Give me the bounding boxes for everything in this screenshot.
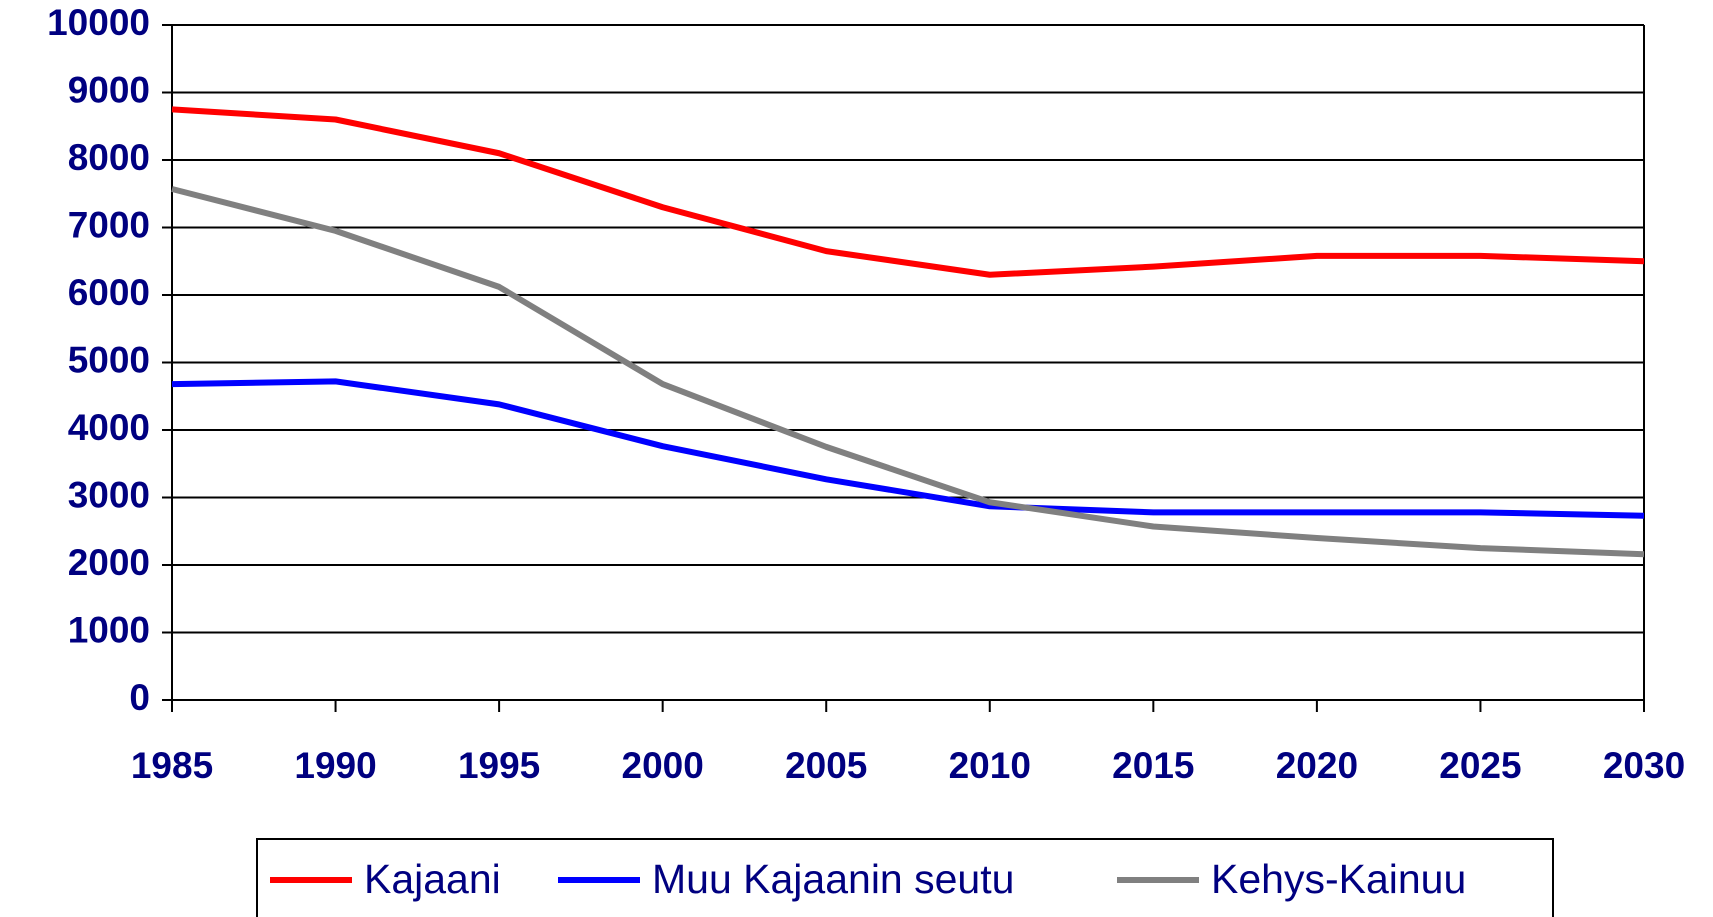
x-tick-label: 2005	[785, 745, 867, 786]
y-tick-label: 3000	[68, 474, 150, 515]
legend-label: Kajaani	[364, 856, 501, 902]
y-tick-label: 5000	[68, 339, 150, 380]
y-tick-label: 7000	[68, 204, 150, 245]
y-tick-label: 6000	[68, 272, 150, 313]
x-tick-label: 1995	[458, 745, 540, 786]
series-line	[171, 186, 1645, 558]
x-tick-label: 1990	[294, 745, 376, 786]
series-line	[171, 106, 1645, 278]
legend-label: Muu Kajaanin seutu	[652, 856, 1014, 902]
y-tick-label: 0	[129, 677, 150, 718]
y-tick-label: 8000	[68, 137, 150, 178]
series-line	[171, 378, 1645, 519]
x-tick-label: 2010	[949, 745, 1031, 786]
x-tick-label: 2015	[1112, 745, 1194, 786]
x-tick-label: 2025	[1439, 745, 1521, 786]
x-tick-label: 2000	[622, 745, 704, 786]
y-tick-label: 4000	[68, 407, 150, 448]
y-tick-label: 9000	[68, 69, 150, 110]
x-tick-label: 2030	[1603, 745, 1685, 786]
legend-box	[256, 838, 1554, 917]
y-tick-label: 2000	[68, 542, 150, 583]
y-tick-label: 1000	[68, 609, 150, 650]
legend-label: Kehys-Kainuu	[1211, 856, 1466, 902]
y-tick-label: 10000	[47, 2, 150, 43]
x-tick-label: 1985	[131, 745, 213, 786]
x-tick-label: 2020	[1276, 745, 1358, 786]
